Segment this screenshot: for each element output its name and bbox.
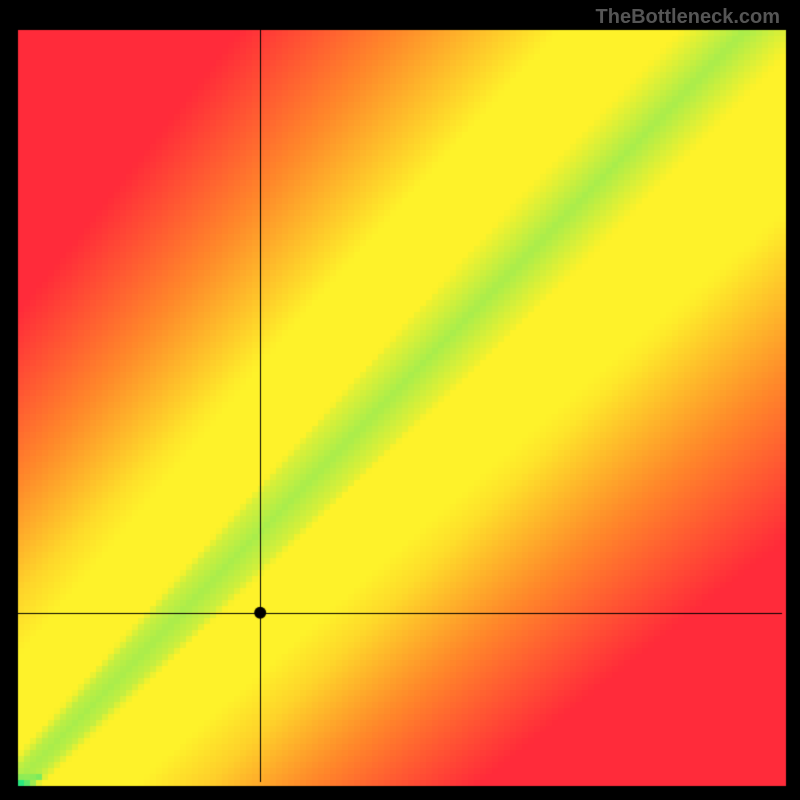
- bottleneck-heatmap: [0, 0, 800, 800]
- chart-container: TheBottleneck.com: [0, 0, 800, 800]
- watermark-text: TheBottleneck.com: [596, 6, 780, 29]
